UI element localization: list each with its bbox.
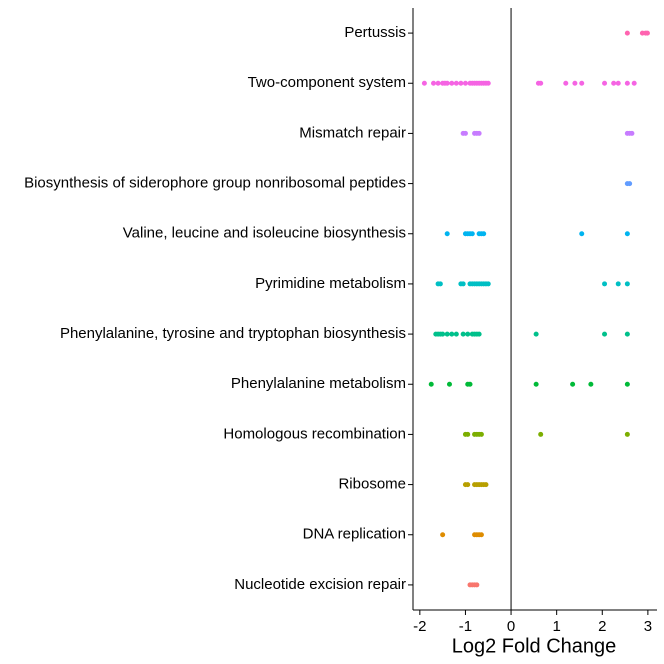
point bbox=[624, 80, 630, 86]
point bbox=[460, 281, 466, 287]
y-tick-label: Nucleotide excision repair bbox=[234, 576, 406, 593]
point bbox=[533, 331, 539, 337]
point bbox=[602, 80, 608, 86]
point bbox=[478, 532, 484, 538]
point bbox=[538, 431, 544, 437]
point bbox=[563, 80, 569, 86]
point bbox=[481, 231, 487, 237]
x-tick-label: 2 bbox=[598, 618, 606, 635]
point bbox=[465, 431, 471, 437]
point bbox=[465, 482, 471, 488]
point bbox=[453, 80, 459, 86]
point bbox=[538, 80, 544, 86]
point bbox=[462, 130, 468, 136]
point bbox=[624, 30, 630, 36]
y-tick-label: Mismatch repair bbox=[299, 124, 406, 141]
y-tick-label: Pyrimidine metabolism bbox=[255, 275, 406, 292]
y-tick-label: Homologous recombination bbox=[223, 425, 406, 442]
point bbox=[629, 130, 635, 136]
point bbox=[579, 231, 585, 237]
point bbox=[627, 181, 633, 187]
point bbox=[572, 80, 578, 86]
point bbox=[570, 381, 576, 387]
point bbox=[467, 381, 473, 387]
point bbox=[446, 381, 452, 387]
y-tick-label: Biosynthesis of siderophore group nonrib… bbox=[24, 175, 406, 192]
point bbox=[483, 482, 489, 488]
point bbox=[462, 80, 468, 86]
point bbox=[615, 281, 621, 287]
point bbox=[444, 231, 450, 237]
y-tick-label: Pertussis bbox=[344, 24, 406, 41]
point bbox=[440, 532, 446, 538]
point bbox=[485, 80, 491, 86]
point bbox=[449, 331, 455, 337]
point bbox=[588, 381, 594, 387]
point bbox=[624, 381, 630, 387]
point bbox=[476, 130, 482, 136]
point bbox=[465, 331, 471, 337]
point bbox=[444, 80, 450, 86]
point bbox=[431, 80, 437, 86]
y-tick-label: Two-component system bbox=[248, 74, 406, 91]
y-tick-label: Phenylalanine metabolism bbox=[231, 375, 406, 392]
point bbox=[474, 582, 480, 588]
point bbox=[453, 331, 459, 337]
x-tick-label: -2 bbox=[413, 618, 426, 635]
point bbox=[476, 331, 482, 337]
point bbox=[444, 331, 450, 337]
point bbox=[611, 80, 617, 86]
point bbox=[460, 331, 466, 337]
point bbox=[579, 80, 585, 86]
x-tick-label: -1 bbox=[459, 618, 472, 635]
point bbox=[485, 281, 491, 287]
point bbox=[624, 281, 630, 287]
y-tick-label: Phenylalanine, tyrosine and tryptophan b… bbox=[60, 325, 406, 342]
point bbox=[435, 80, 441, 86]
point bbox=[428, 381, 434, 387]
point bbox=[602, 331, 608, 337]
point bbox=[440, 331, 446, 337]
point bbox=[421, 80, 427, 86]
point bbox=[478, 431, 484, 437]
x-tick-label: 0 bbox=[507, 618, 515, 635]
x-axis-label: Log2 Fold Change bbox=[452, 635, 617, 657]
x-tick-label: 3 bbox=[644, 618, 652, 635]
x-tick-label: 1 bbox=[552, 618, 560, 635]
point bbox=[644, 30, 650, 36]
y-tick-label: Ribosome bbox=[338, 476, 406, 493]
point bbox=[458, 80, 464, 86]
point bbox=[602, 281, 608, 287]
y-tick-label: Valine, leucine and isoleucine biosynthe… bbox=[123, 225, 406, 242]
point bbox=[631, 80, 637, 86]
point bbox=[624, 231, 630, 237]
point bbox=[624, 331, 630, 337]
point bbox=[533, 381, 539, 387]
point bbox=[469, 231, 475, 237]
point bbox=[449, 80, 455, 86]
point bbox=[437, 281, 443, 287]
point bbox=[624, 431, 630, 437]
y-tick-label: DNA replication bbox=[303, 526, 406, 543]
point bbox=[615, 80, 621, 86]
